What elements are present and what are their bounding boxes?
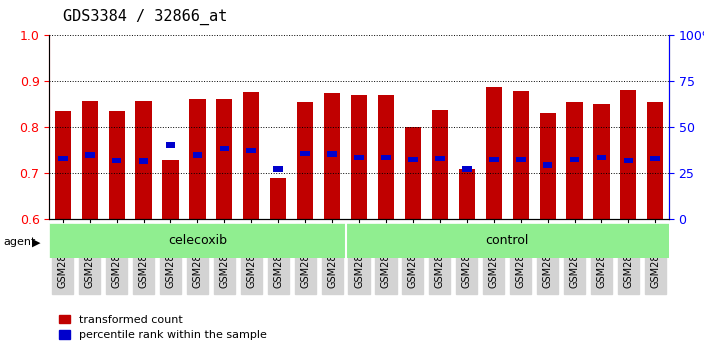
Text: agent: agent (4, 238, 36, 247)
Bar (324, 93, 340, 219)
Bar (108, 111, 125, 219)
Text: control: control (486, 234, 529, 247)
Bar (567, 102, 583, 219)
Bar (301, 151, 310, 156)
Bar (624, 158, 633, 163)
Bar (462, 166, 472, 172)
Text: ▶: ▶ (32, 238, 40, 247)
FancyBboxPatch shape (346, 223, 669, 258)
FancyBboxPatch shape (49, 223, 346, 258)
Text: celecoxib: celecoxib (168, 234, 227, 247)
Bar (435, 155, 445, 161)
Bar (351, 95, 367, 219)
Bar (135, 101, 151, 219)
Bar (165, 142, 175, 148)
Bar (58, 156, 68, 161)
Bar (273, 166, 283, 172)
Bar (378, 95, 394, 219)
Bar (620, 90, 636, 219)
Bar (486, 87, 502, 219)
Bar (593, 104, 610, 219)
Bar (354, 155, 364, 160)
Bar (55, 111, 71, 219)
Bar (405, 127, 421, 219)
Bar (85, 152, 94, 158)
Bar (513, 91, 529, 219)
Bar (243, 92, 259, 219)
Bar (220, 146, 230, 152)
Bar (270, 178, 287, 219)
Bar (139, 158, 149, 164)
Bar (408, 157, 417, 162)
Bar (216, 99, 232, 219)
Bar (327, 152, 337, 157)
Bar (112, 158, 122, 163)
Bar (570, 157, 579, 162)
Bar (163, 160, 179, 219)
Bar (489, 157, 498, 162)
Bar (189, 99, 206, 219)
Text: GDS3384 / 32866_at: GDS3384 / 32866_at (63, 9, 227, 25)
Bar (596, 155, 606, 160)
Bar (297, 102, 313, 219)
Bar (647, 102, 663, 219)
Bar (459, 169, 475, 219)
Bar (381, 155, 391, 160)
Bar (432, 110, 448, 219)
Bar (82, 101, 98, 219)
Bar (516, 157, 525, 162)
Legend: transformed count, percentile rank within the sample: transformed count, percentile rank withi… (55, 310, 272, 345)
Bar (246, 148, 256, 153)
Bar (543, 162, 553, 168)
Bar (650, 156, 660, 161)
Bar (193, 152, 202, 158)
Bar (539, 113, 555, 219)
